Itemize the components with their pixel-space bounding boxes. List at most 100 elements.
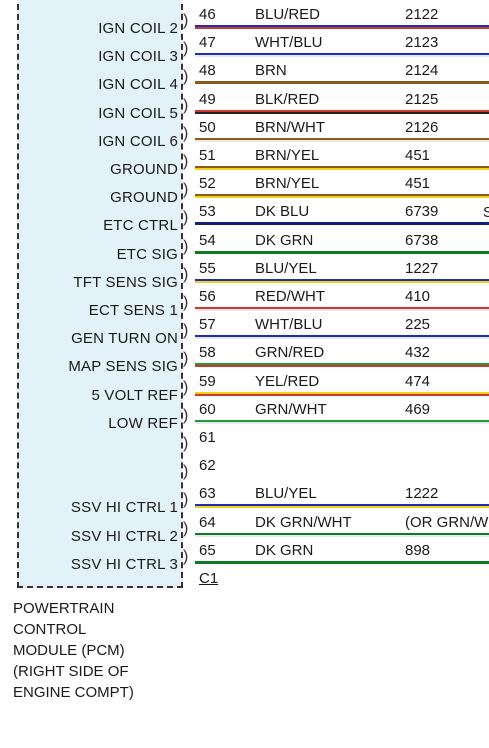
circuit-number: 6738 <box>405 231 439 249</box>
circuit-number: 1227 <box>405 259 439 277</box>
pin-bracket: ) <box>183 12 189 29</box>
pin-function-label: SSV HI CTRL 1 <box>70 499 178 517</box>
pin-function-label: IGN COIL 3 <box>98 48 178 66</box>
pin-number: 64 <box>199 513 216 531</box>
pin-bracket: ) <box>183 209 189 227</box>
pin-bracket: ) <box>183 153 189 170</box>
wire-color-code: GRN/WHT <box>255 400 327 418</box>
pin-bracket: ) <box>183 40 189 58</box>
wire-line <box>195 278 489 283</box>
caption-line: ENGINE COMPT) <box>13 684 134 701</box>
pin-bracket: ) <box>183 547 189 565</box>
pin-function-label: IGN COIL 2 <box>98 20 178 37</box>
pin-bracket: ) <box>183 406 189 424</box>
wire-color-code: BRN/WHT <box>255 118 325 136</box>
wire-color-code: DK BLU <box>255 203 310 221</box>
wire-color-code: BLK/RED <box>255 90 320 108</box>
circuit-number: (OR GRN/WHT <box>405 513 489 531</box>
connector-label: C1 <box>199 570 219 587</box>
pin-function-label: MAP SENS SIG <box>68 358 178 376</box>
pin-bracket: ) <box>183 294 189 311</box>
wire-color-code: WHT/BLU <box>255 34 323 52</box>
pin-function-label: ETC CTRL <box>103 217 178 235</box>
pin-number: 55 <box>199 259 216 277</box>
circuit-number: 451 <box>405 147 431 164</box>
wire-line <box>195 335 489 340</box>
circuit-number: 898 <box>405 541 431 559</box>
pin-number: 59 <box>199 372 216 390</box>
wire-line <box>195 560 489 564</box>
circuit-number: 2122 <box>405 6 439 23</box>
wire-color-code: BRN/YEL <box>255 147 320 164</box>
circuit-number: 432 <box>405 344 431 362</box>
pin-function-label: GEN TURN ON <box>71 330 178 348</box>
pin-bracket: ) <box>183 463 189 481</box>
pin-number: 58 <box>199 344 216 362</box>
wire-line <box>195 25 489 29</box>
wire-color-code: WHT/BLU <box>255 316 323 334</box>
circuit-number: 225 <box>405 316 431 334</box>
wire-line <box>195 222 489 226</box>
pin-function-label: IGN COIL 6 <box>98 132 178 150</box>
pin-number: 47 <box>199 34 216 52</box>
clipped-edge-text: S <box>483 204 489 221</box>
caption-line: MODULE (PCM) <box>13 642 125 659</box>
circuit-number: 2125 <box>405 90 439 108</box>
pin-bracket: ) <box>183 350 189 368</box>
pin-number: 53 <box>199 203 216 221</box>
wire-line <box>195 419 489 424</box>
circuit-number: 2124 <box>405 62 439 80</box>
pin-bracket: ) <box>183 435 189 452</box>
wire-color-code: DK GRN <box>255 231 314 249</box>
wire-color-code: GRN/RED <box>255 344 325 362</box>
pin-number: 46 <box>199 6 216 23</box>
wire-line <box>195 504 489 509</box>
pin-number: 61 <box>199 429 216 446</box>
wire-line <box>195 53 489 58</box>
circuit-number: 2123 <box>405 34 439 52</box>
wire-color-code: BLU/YEL <box>255 485 317 503</box>
pin-bracket: ) <box>183 378 189 396</box>
circuit-number: 451 <box>405 175 431 193</box>
caption-line: POWERTRAIN <box>13 600 115 617</box>
wire-color-code: YEL/RED <box>255 372 320 390</box>
caption-line: (RIGHT SIDE OF <box>13 663 129 680</box>
circuit-number: 2126 <box>405 118 439 136</box>
wire-line <box>195 194 489 199</box>
pin-function-label: IGN COIL 4 <box>98 76 178 94</box>
pin-number: 50 <box>199 118 216 136</box>
pin-bracket: ) <box>183 237 189 255</box>
pin-bracket: ) <box>183 96 189 114</box>
pin-number: 63 <box>199 485 216 503</box>
pin-number: 54 <box>199 231 216 249</box>
pin-function-label: IGN COIL 5 <box>98 104 178 122</box>
wire-line <box>195 250 489 254</box>
wire-color-code: BLU/RED <box>255 6 321 23</box>
circuit-number: 410 <box>405 288 431 305</box>
wire-line <box>195 391 489 396</box>
wire-color-code: BRN <box>255 62 287 80</box>
wire-line <box>195 363 489 368</box>
pin-number: 56 <box>199 288 216 305</box>
pin-bracket: ) <box>183 68 189 86</box>
circuit-number: 6739 <box>405 203 439 221</box>
caption-line: CONTROL <box>13 621 87 638</box>
pin-function-label: SSV HI CTRL 2 <box>70 527 178 545</box>
wire-color-code: BRN/YEL <box>255 175 320 193</box>
pin-number: 60 <box>199 400 216 418</box>
pin-number: 65 <box>199 541 216 559</box>
pin-bracket: ) <box>183 491 189 509</box>
pin-function-label: GROUND <box>110 189 178 207</box>
wire-color-code: DK GRN <box>255 541 314 559</box>
pcm-module-box <box>17 0 183 588</box>
pin-bracket: ) <box>183 519 189 537</box>
wire-line <box>195 532 489 537</box>
circuit-number: 1222 <box>405 485 439 503</box>
pin-function-label: GROUND <box>110 161 178 178</box>
pin-number: 57 <box>199 316 216 334</box>
module-caption: POWERTRAIN CONTROL MODULE (PCM) (RIGHT S… <box>13 598 134 703</box>
pin-function-label: SSV HI CTRL 3 <box>70 555 178 573</box>
pin-function-label: ECT SENS 1 <box>88 302 178 319</box>
circuit-number: 469 <box>405 400 431 418</box>
